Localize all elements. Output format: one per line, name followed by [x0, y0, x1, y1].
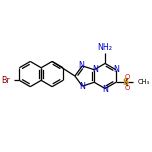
- Text: CH₃: CH₃: [137, 79, 149, 85]
- Text: N: N: [92, 65, 98, 74]
- Text: N: N: [114, 65, 119, 74]
- Text: N: N: [103, 85, 109, 93]
- Text: Br: Br: [1, 76, 10, 85]
- Text: O: O: [125, 85, 130, 91]
- Text: O: O: [125, 74, 130, 80]
- Text: N: N: [78, 61, 84, 70]
- Text: S: S: [123, 78, 129, 87]
- Text: NH₂: NH₂: [98, 43, 113, 52]
- Text: N: N: [79, 82, 85, 91]
